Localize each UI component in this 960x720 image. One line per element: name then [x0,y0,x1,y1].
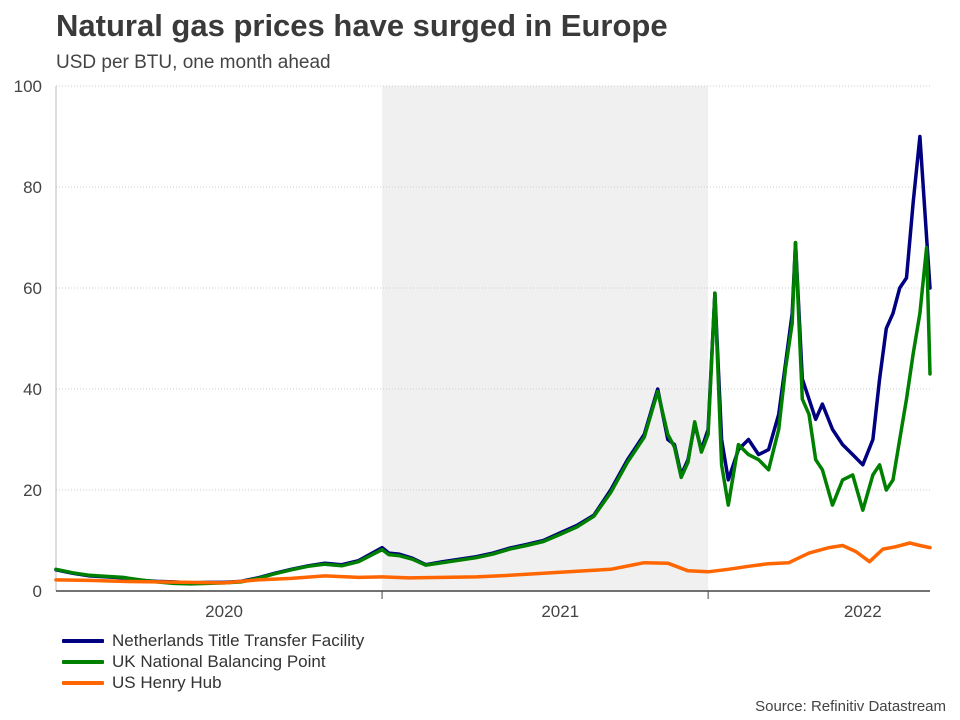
shaded-band-layer [382,86,709,591]
y-tick-label: 80 [23,178,42,197]
shaded-band [382,86,709,591]
x-tick-label: 2020 [205,602,243,621]
legend-swatch-henry-hub [62,680,104,685]
x-tick-label: 2021 [541,602,579,621]
source-note: Source: Refinitiv Datastream [755,698,946,715]
y-tick-label: 40 [23,380,42,399]
legend-label-ttf: Netherlands Title Transfer Facility [112,630,365,650]
legend-swatch-ttf [62,638,104,643]
legend-item-henry-hub[interactable]: US Henry Hub [62,672,364,693]
axis-layer: 0 20 40 60 80 100 2020 2021 2022 [14,77,930,621]
series-line-henry-hub[interactable] [54,541,932,585]
series-layer [54,134,932,586]
y-tick-label: 20 [23,481,42,500]
y-tick-label: 100 [14,77,42,96]
legend: Netherlands Title Transfer Facility UK N… [62,630,364,693]
y-tick-label: 0 [33,582,42,601]
series-line-nbp[interactable] [54,240,932,586]
x-tick-label: 2022 [844,602,882,621]
legend-item-ttf[interactable]: Netherlands Title Transfer Facility [62,630,364,651]
legend-swatch-nbp [62,659,104,664]
y-tick-label: 60 [23,279,42,298]
chart-title: Natural gas prices have surged in Europe [56,8,668,43]
legend-label-nbp: UK National Balancing Point [112,651,326,671]
chart-subtitle: USD per BTU, one month ahead [56,52,331,73]
legend-label-henry-hub: US Henry Hub [112,672,222,692]
legend-item-nbp[interactable]: UK National Balancing Point [62,651,364,672]
